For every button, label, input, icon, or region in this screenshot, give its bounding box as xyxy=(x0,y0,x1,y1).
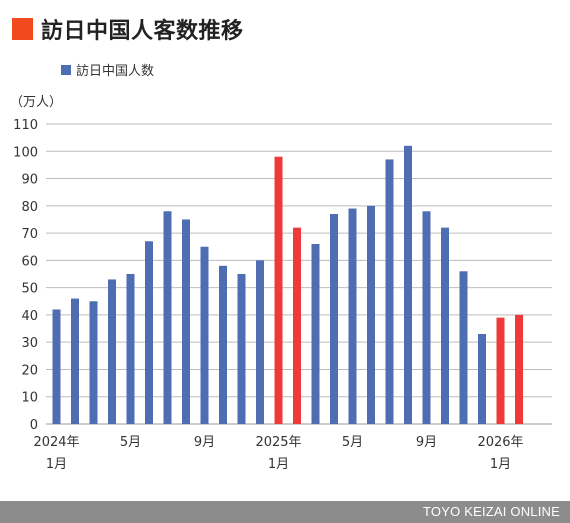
x-tick-label: 1月 xyxy=(46,457,67,472)
y-tick-label: 80 xyxy=(21,200,38,215)
bar xyxy=(200,246,209,424)
bar xyxy=(348,208,357,424)
bar xyxy=(459,271,468,424)
bar xyxy=(256,260,264,424)
bar-highlight xyxy=(293,227,301,424)
bar xyxy=(163,211,172,424)
y-tick-label: 70 xyxy=(21,227,38,242)
bar xyxy=(108,279,116,424)
bar xyxy=(311,244,320,424)
x-tick-label: 2025年 xyxy=(255,435,301,450)
x-tick-label: 2024年 xyxy=(33,435,79,450)
bar-chart: 訪日中国人数 （万人） 0 10 20 30 40 50 60 70 80 90 100 110 2024年… xyxy=(10,63,552,472)
bar xyxy=(71,298,79,424)
footer-credit: TOYO KEIZAI ONLINE xyxy=(422,504,560,519)
x-tick-label: 1月 xyxy=(490,457,511,472)
y-tick-label: 40 xyxy=(21,309,38,324)
legend-label: 訪日中国人数 xyxy=(76,63,154,79)
x-tick-label: 5月 xyxy=(120,435,141,450)
x-tick-label: 2026年 xyxy=(477,435,523,450)
bar xyxy=(478,334,486,424)
x-tick-label: 9月 xyxy=(416,435,437,450)
title-accent-square xyxy=(12,18,33,40)
y-tick-label: 30 xyxy=(21,336,38,351)
bar xyxy=(89,301,98,424)
legend-swatch xyxy=(61,65,71,75)
bar xyxy=(145,241,153,424)
bar xyxy=(367,205,375,424)
chart-title: 訪日中国人客数推移 xyxy=(41,19,244,44)
y-tick-label: 10 xyxy=(21,391,38,406)
bar xyxy=(385,159,394,425)
bar xyxy=(219,265,227,424)
footer-bar: TOYO KEIZAI ONLINE xyxy=(0,501,570,523)
bar xyxy=(237,274,246,424)
bar-highlight xyxy=(274,156,283,424)
y-axis-unit-label: （万人） xyxy=(10,95,62,110)
bar-highlight xyxy=(515,314,523,424)
y-tick-label: 50 xyxy=(21,282,38,297)
bar xyxy=(52,309,61,424)
bar xyxy=(330,214,338,424)
bar xyxy=(422,211,431,424)
y-tick-label: 90 xyxy=(21,173,38,188)
y-tick-label: 110 xyxy=(13,118,38,133)
bar xyxy=(441,227,449,424)
bar-highlight xyxy=(496,317,505,424)
chart-title-row: 訪日中国人客数推移 xyxy=(12,14,244,44)
y-tick-label: 20 xyxy=(21,363,38,378)
bar xyxy=(404,145,412,424)
y-tick-label: 100 xyxy=(13,145,38,160)
x-tick-label: 5月 xyxy=(342,435,363,450)
x-tick-label: 1月 xyxy=(268,457,289,472)
bar xyxy=(126,274,135,424)
x-tick-label: 9月 xyxy=(194,435,215,450)
bar xyxy=(182,219,190,424)
y-tick-label: 0 xyxy=(30,418,38,433)
y-tick-label: 60 xyxy=(21,254,38,269)
